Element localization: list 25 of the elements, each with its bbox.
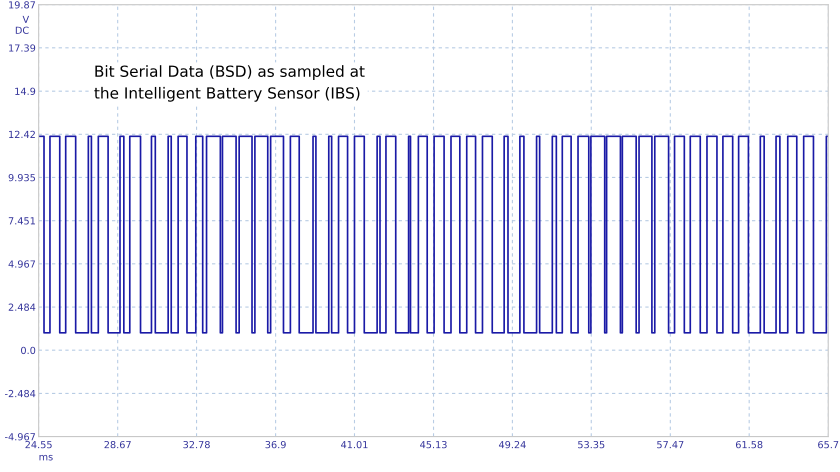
x-tick-label: 41.01	[341, 440, 368, 448]
x-tick-label: 57.47	[657, 441, 684, 448]
annotation: Bit Serial Data (BSD) as sampled at the Intelligent Battery Sensor (IBS)	[94, 65, 365, 102]
y-tick-label: 0.0	[21, 346, 36, 354]
x-tick-label: 36.9	[266, 440, 286, 448]
x-tick-label: 32.78	[183, 440, 210, 448]
y-tick-label: 7.451	[8, 217, 35, 224]
x-axis-title: ms	[40, 454, 53, 460]
x-tick-label: 65.7	[818, 440, 838, 448]
y-tick-label: 4.967	[8, 260, 36, 268]
y-tick-label: -2.484	[4, 390, 36, 398]
y-tick-label: 2.484	[8, 304, 36, 311]
y-axis-title: V DC	[16, 16, 30, 34]
x-tick-label: 49.24	[498, 440, 526, 448]
y-tick-label: 12.42	[9, 130, 35, 138]
y-tick-label: 9.935	[8, 174, 36, 182]
x-tick-label: 28.67	[104, 440, 131, 448]
x-tick-label: 61.58	[736, 440, 762, 448]
x-tick-label: 24.55	[25, 440, 52, 448]
x-tick-label: 53.35	[578, 440, 604, 448]
y-tick-label: -4.967	[4, 433, 36, 440]
y-tick-label: 17.39	[9, 44, 36, 52]
y-tick-label: 19.87	[9, 1, 36, 9]
x-tick-label: 45.13	[420, 440, 447, 448]
y-tick-label: 14.9	[15, 88, 36, 95]
